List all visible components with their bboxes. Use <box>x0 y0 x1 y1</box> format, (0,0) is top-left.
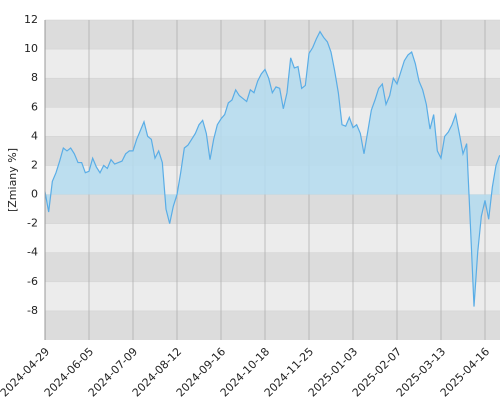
y-tick-label: 10 <box>24 42 38 55</box>
y-tick-label: 12 <box>24 13 38 26</box>
y-tick-label: 4 <box>31 129 38 142</box>
y-tick-label: 0 <box>31 188 38 201</box>
area <box>45 31 500 307</box>
y-tick-label: 8 <box>31 71 38 84</box>
grid-band <box>45 310 500 340</box>
line <box>44 30 500 307</box>
grid-band <box>45 20 500 50</box>
grid-band <box>45 252 500 282</box>
y-axis-label: [Zmiany %] <box>6 148 19 212</box>
y-tick-label: 2 <box>31 158 38 171</box>
y-tick-label: 6 <box>31 100 38 113</box>
y-tick-label: -4 <box>27 246 38 259</box>
grid-band <box>45 281 500 311</box>
grid-band <box>45 194 500 224</box>
y-tick-label: -6 <box>27 275 38 288</box>
y-tick-label: -2 <box>27 217 38 230</box>
grid-band <box>45 49 500 79</box>
grid-band <box>45 223 500 253</box>
y-tick-label: -8 <box>27 304 38 317</box>
